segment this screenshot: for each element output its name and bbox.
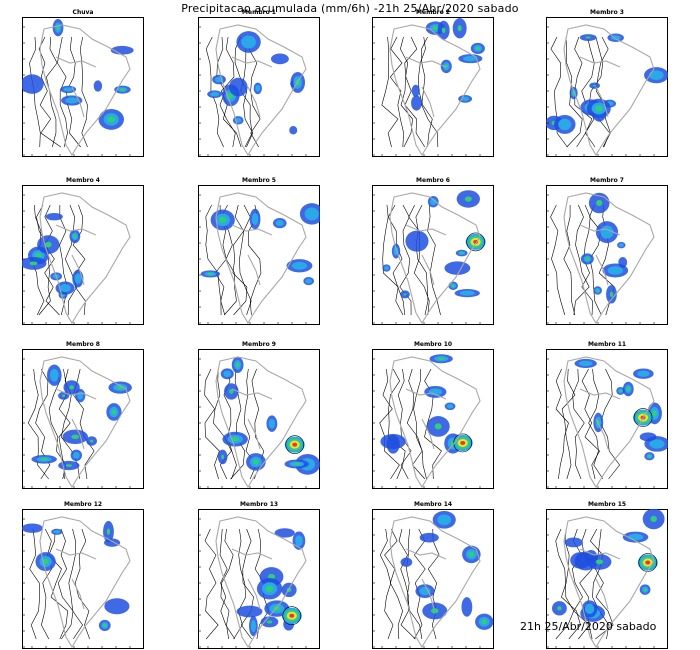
main-title: Precipitacao acumulada (mm/6h) -21h 25/A… (181, 2, 519, 15)
rain-areas (22, 212, 84, 299)
panel-title: Membro 10 (413, 341, 453, 348)
footer-date: 21h 25/Abr/2020 sabado (520, 620, 657, 633)
precipitation-map (22, 509, 144, 649)
rain-areas (217, 356, 320, 475)
coastline (39, 192, 131, 325)
map-panel: Membro 10 (372, 341, 494, 489)
panel-title: Membro 2 (416, 9, 450, 16)
axis-ticks (372, 26, 481, 157)
rain-areas (207, 31, 306, 135)
coastline (389, 24, 481, 157)
rain-areas (580, 192, 629, 304)
precipitation-map (22, 349, 144, 489)
map-panel: Membro 2 (372, 9, 494, 157)
axis-ticks (22, 194, 131, 325)
axis-ticks (546, 194, 655, 325)
coastline (389, 192, 481, 325)
map-panel: Membro 3 (546, 9, 668, 157)
map-panel: Membro 8 (22, 341, 144, 489)
axis-ticks (372, 358, 481, 489)
map-panel: Membro 11 (546, 341, 668, 489)
axis-ticks (546, 518, 655, 649)
axis-ticks (22, 518, 131, 649)
axis-ticks (372, 194, 481, 325)
map-panel: Membro 1 (198, 9, 320, 157)
isobar-contours (30, 204, 86, 316)
axis-ticks (546, 26, 655, 157)
precipitation-map (198, 509, 320, 649)
rain-areas (22, 520, 130, 631)
coastline (215, 516, 307, 649)
isobar-contours (379, 528, 440, 640)
rain-areas (552, 509, 665, 622)
coastline (563, 24, 655, 157)
panel-title: Membro 11 (587, 341, 627, 348)
precipitation-map (22, 185, 144, 325)
rain-areas (236, 528, 306, 637)
precipitation-map (198, 185, 320, 325)
axis-ticks (198, 358, 307, 489)
rain-areas (546, 33, 668, 134)
precipitation-map (546, 185, 668, 325)
panel-title: Membro 5 (242, 177, 276, 184)
precipitation-map (198, 349, 320, 489)
rain-areas (411, 18, 485, 111)
map-panel: Membro 15 (546, 501, 668, 649)
rain-areas (382, 190, 486, 299)
coastline (215, 192, 307, 325)
precipitation-map (22, 17, 144, 157)
axis-ticks (198, 26, 307, 157)
axis-ticks (22, 358, 131, 489)
precipitation-map (372, 185, 494, 325)
coastline (563, 356, 655, 489)
coastline (215, 24, 307, 157)
isobar-contours (379, 368, 442, 480)
axis-ticks (198, 518, 307, 649)
panel-title: Chuva (72, 9, 94, 16)
precipitation-map (546, 349, 668, 489)
coastline (215, 356, 307, 489)
coastline (389, 356, 481, 489)
panel-title: Membro 9 (242, 341, 276, 348)
panel-title: Membro 1 (242, 9, 276, 16)
axis-ticks (198, 194, 307, 325)
precipitation-map (372, 349, 494, 489)
isobar-contours (29, 528, 90, 640)
precipitation-map (372, 17, 494, 157)
map-panel: Chuva (22, 9, 144, 157)
map-panel: Membro 4 (22, 177, 144, 325)
axis-ticks (546, 358, 655, 489)
map-panel: Membro 6 (372, 177, 494, 325)
axis-ticks (372, 518, 481, 649)
panel-title: Membro 13 (239, 501, 279, 508)
rain-areas (22, 19, 134, 130)
coastline (39, 24, 131, 157)
isobar-contours (382, 204, 441, 316)
precipitation-map (546, 509, 668, 649)
coastline (563, 516, 655, 649)
panel-title: Membro 14 (413, 501, 453, 508)
panel-title: Membro 3 (590, 9, 624, 16)
map-panel: Membro 13 (198, 501, 320, 649)
isobar-contours (555, 528, 614, 640)
map-panel: Membro 7 (546, 177, 668, 325)
precipitation-map (372, 509, 494, 649)
panel-title: Membro 4 (66, 177, 100, 184)
map-panel: Membro 12 (22, 501, 144, 649)
map-panel: Membro 14 (372, 501, 494, 649)
axis-ticks (22, 26, 131, 157)
panel-title: Membro 8 (66, 341, 100, 348)
coastline (39, 356, 131, 489)
panel-title: Membro 6 (416, 177, 450, 184)
panel-title: Membro 7 (590, 177, 624, 184)
coastline (563, 192, 655, 325)
coastline (389, 516, 481, 649)
panel-title: Membro 12 (63, 501, 103, 508)
map-panel: Membro 5 (198, 177, 320, 325)
map-panel: Membro 9 (198, 341, 320, 489)
coastline (39, 516, 131, 649)
precipitation-map (198, 17, 320, 157)
precipitation-map (546, 17, 668, 157)
panel-title: Membro 15 (587, 501, 627, 508)
